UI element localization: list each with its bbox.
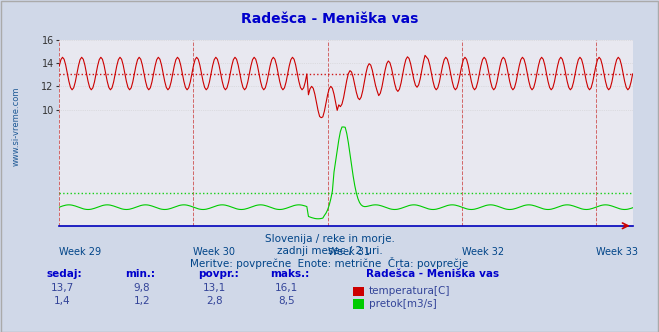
FancyBboxPatch shape [353,287,364,296]
Text: 1,2: 1,2 [133,296,150,306]
Text: sedaj:: sedaj: [46,269,82,279]
Text: 9,8: 9,8 [133,283,150,292]
Text: Radešca - Meniška vas: Radešca - Meniška vas [241,12,418,26]
Text: Meritve: povprečne  Enote: metrične  Črta: povprečje: Meritve: povprečne Enote: metrične Črta:… [190,257,469,269]
Text: Week 31: Week 31 [328,247,370,257]
Text: min.:: min.: [125,269,156,279]
Text: Slovenija / reke in morje.: Slovenija / reke in morje. [264,234,395,244]
Text: 16,1: 16,1 [275,283,299,292]
Text: 1,4: 1,4 [54,296,71,306]
FancyBboxPatch shape [353,299,364,309]
Text: Week 29: Week 29 [59,247,101,257]
Text: maks.:: maks.: [270,269,310,279]
Text: zadnji mesec / 2 uri.: zadnji mesec / 2 uri. [277,246,382,256]
Text: 13,7: 13,7 [51,283,74,292]
Text: www.si-vreme.com: www.si-vreme.com [12,86,21,166]
Text: pretok[m3/s]: pretok[m3/s] [369,299,437,309]
Text: 13,1: 13,1 [202,283,226,292]
Text: temperatura[C]: temperatura[C] [369,287,451,296]
Text: Week 30: Week 30 [194,247,235,257]
Text: Week 33: Week 33 [596,247,638,257]
Text: Week 32: Week 32 [462,247,504,257]
Text: 2,8: 2,8 [206,296,223,306]
Text: Radešca - Meniška vas: Radešca - Meniška vas [366,269,499,279]
Text: 8,5: 8,5 [278,296,295,306]
Text: povpr.:: povpr.: [198,269,239,279]
